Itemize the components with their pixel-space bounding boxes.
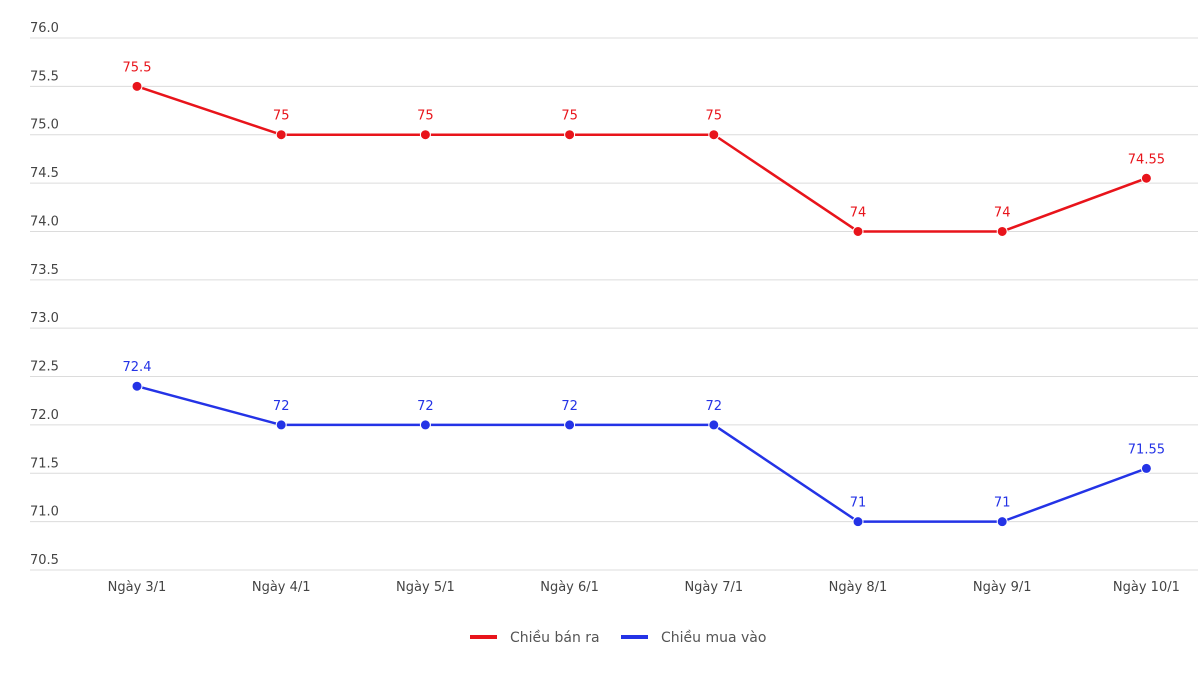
series-line: [136, 85, 1147, 233]
data-point: [275, 129, 287, 141]
data-point: [564, 129, 576, 141]
data-label: 72: [561, 399, 578, 414]
data-label: 74.55: [1128, 152, 1165, 167]
data-point: [1140, 172, 1152, 184]
gridlines: [30, 37, 1198, 571]
series-group: 75.5 75 75 75 75 74 74 74.55 72.4 72 72 72 72 71 71 71.…: [123, 60, 1165, 528]
data-point: [131, 380, 143, 392]
data-label: 75: [706, 109, 723, 124]
data-label: 75: [561, 109, 578, 124]
x-tick-label: Ngày 8/1: [829, 580, 888, 595]
x-tick-label: Ngày 5/1: [396, 580, 455, 595]
x-tick-label: Ngày 10/1: [1113, 580, 1180, 595]
y-tick-label: 75.0: [30, 118, 59, 133]
data-point: [708, 129, 720, 141]
data-label: 74: [994, 205, 1011, 220]
y-tick-label: 73.5: [30, 263, 59, 278]
data-label: 75.5: [123, 60, 152, 75]
data-label: 71: [994, 496, 1011, 511]
x-tick-label: Ngày 7/1: [684, 580, 743, 595]
data-label: 72: [417, 399, 434, 414]
data-label: 75: [417, 109, 434, 124]
y-axis: 70.5 71.0 71.5 72.0 72.5 73.0 73.5 74.0 74.5 75.0…: [30, 21, 59, 568]
legend-label: Chiều bán ra: [510, 629, 600, 646]
y-tick-label: 70.5: [30, 553, 59, 568]
data-label: 74: [850, 205, 867, 220]
data-point: [1140, 462, 1152, 474]
x-axis: Ngày 3/1 Ngày 4/1 Ngày 5/1 Ngày 6/1 Ngày 7/1…: [108, 580, 1180, 595]
data-point: [852, 225, 864, 237]
data-label: 75: [273, 109, 290, 124]
data-label: 71.55: [1128, 442, 1165, 457]
y-tick-label: 72.5: [30, 360, 59, 375]
x-tick-label: Ngày 6/1: [540, 580, 599, 595]
x-tick-label: Ngày 9/1: [973, 580, 1032, 595]
data-point: [419, 419, 431, 431]
data-point: [708, 419, 720, 431]
data-point: [419, 129, 431, 141]
data-label: 72: [273, 399, 290, 414]
y-tick-label: 76.0: [30, 21, 59, 36]
legend: Chiều bán ra Chiều mua vào: [470, 629, 766, 646]
legend-item: Chiều bán ra: [470, 629, 600, 646]
data-label: 72: [706, 399, 723, 414]
data-point: [996, 225, 1008, 237]
series-sell: 75.5 75 75 75 75 74 74 74.55: [123, 60, 1165, 237]
x-tick-label: Ngày 4/1: [252, 580, 311, 595]
data-point: [275, 419, 287, 431]
y-tick-label: 72.0: [30, 408, 59, 423]
data-point: [852, 516, 864, 528]
legend-item: Chiều mua vào: [621, 629, 766, 646]
data-label: 72.4: [123, 360, 152, 375]
data-point: [996, 516, 1008, 528]
x-tick-label: Ngày 3/1: [108, 580, 167, 595]
y-tick-label: 71.5: [30, 456, 59, 471]
y-tick-label: 71.0: [30, 505, 59, 520]
series-buy: 72.4 72 72 72 72 71 71 71.55: [123, 360, 1165, 528]
y-tick-label: 75.5: [30, 69, 59, 84]
data-point: [564, 419, 576, 431]
data-label: 71: [850, 496, 867, 511]
series-line: [136, 385, 1147, 523]
y-tick-label: 74.5: [30, 166, 59, 181]
legend-label: Chiều mua vào: [661, 629, 766, 646]
data-point: [131, 80, 143, 92]
y-tick-label: 73.0: [30, 311, 59, 326]
y-tick-label: 74.0: [30, 214, 59, 229]
